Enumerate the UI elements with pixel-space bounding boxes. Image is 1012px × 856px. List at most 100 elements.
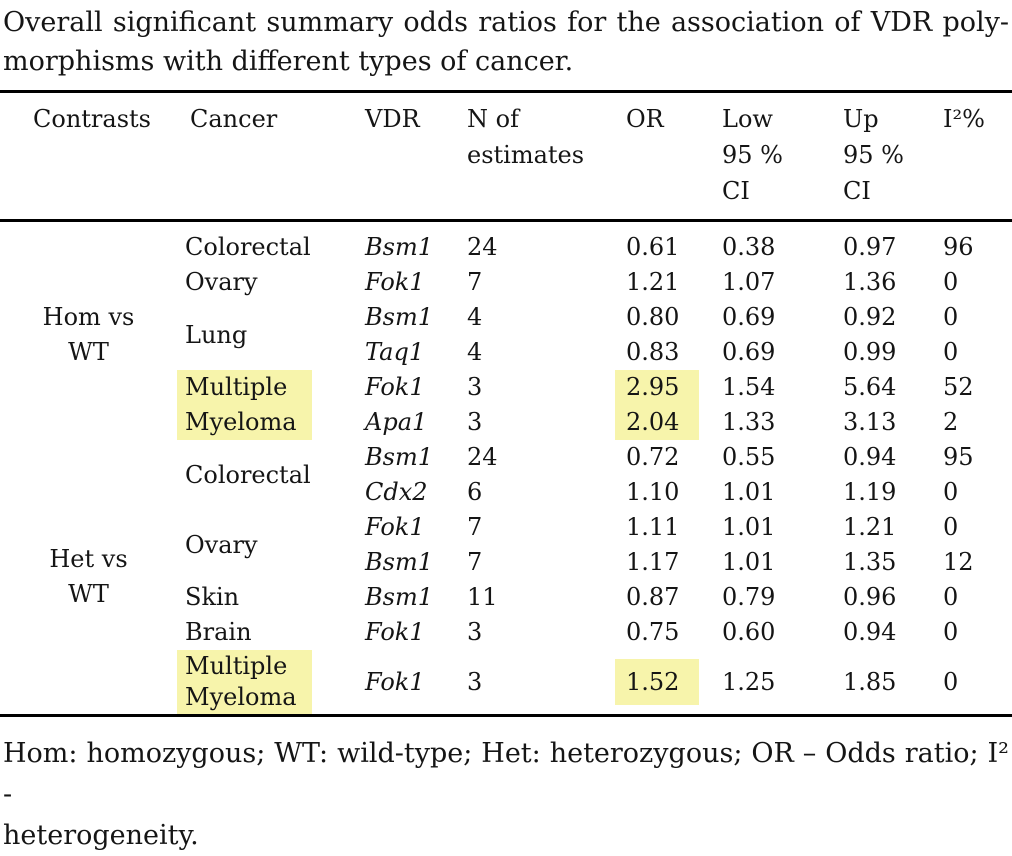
- n-estimates-cell: 3: [467, 667, 483, 696]
- up-ci-cell: 0.97: [843, 233, 897, 261]
- up-ci-cell: 1.21: [843, 513, 897, 541]
- up-ci-cell: 0.96: [843, 583, 897, 611]
- column-header-contrasts: Contrasts: [0, 93, 177, 222]
- table-row: Multiple Myeloma Fok1 3 1.52 1.25 1.85 0: [0, 650, 1012, 716]
- or-cell: 1.10: [626, 478, 680, 506]
- vdr-cell: Bsm1: [365, 583, 433, 611]
- low-ci-cell: 1.01: [722, 513, 776, 541]
- footnote: Hom: homozygous; WT: wild-type; Het: het…: [0, 733, 1012, 856]
- or-cell: 1.21: [626, 268, 680, 296]
- n-estimates-cell: 7: [467, 268, 483, 296]
- table-caption: Overall significant summary odds ratios …: [0, 0, 1012, 93]
- cancer-cell-text: Multiple Myeloma: [185, 652, 297, 711]
- low-ci-cell: 0.60: [722, 618, 776, 646]
- or-cell-highlighted: 1.52: [615, 650, 722, 716]
- vdr-cell: Bsm1: [365, 548, 433, 576]
- caption-line-2: morphisms with different types of cancer…: [3, 46, 574, 77]
- column-header-cancer: Cancer: [177, 93, 363, 222]
- up-ci-cell: 1.35: [843, 548, 897, 576]
- cancer-cell: Ovary: [185, 268, 258, 296]
- i2-cell: 96: [943, 233, 974, 261]
- cancer-cell: Skin: [185, 583, 240, 611]
- table-row: Het vs WT Colorectal Bsm1 24 0.72 0.55 0…: [0, 440, 1012, 608]
- low-ci-cell: 0.69: [722, 303, 776, 331]
- cancer-cell: Colorectal: [185, 233, 311, 261]
- up-ci-cell: 1.85: [843, 667, 897, 696]
- low-ci-cell: 0.38: [722, 233, 776, 261]
- i2-cell: 0: [943, 583, 959, 611]
- n-estimates-cell: 24: [467, 443, 498, 471]
- header-row: Contrasts Cancer VDR N of estimates OR L…: [0, 93, 1012, 222]
- or-cell: 0.83: [626, 338, 680, 366]
- up-ci-cell: 3.13: [843, 408, 897, 436]
- vdr-cell: Fok1: [365, 513, 425, 541]
- cancer-cell: Lung: [185, 320, 248, 349]
- summary-table: Contrasts Cancer VDR N of estimates OR L…: [0, 93, 1012, 717]
- low-ci-cell: 0.69: [722, 338, 776, 366]
- i2-cell: 0: [943, 478, 959, 506]
- cancer-cell-highlighted: Multiple Myeloma: [177, 370, 363, 440]
- n-estimates-cell: 7: [467, 548, 483, 576]
- table-row: Cdx2 6 1.10 1.01 1.19 0: [0, 475, 1012, 510]
- table-row: Apa1 3 2.04 1.33 3.13 2: [0, 405, 1012, 440]
- vdr-cell: Apa1: [365, 408, 428, 436]
- vdr-cell: Bsm1: [365, 303, 433, 331]
- or-cell: 1.11: [626, 513, 680, 541]
- low-ci-cell: 1.01: [722, 548, 776, 576]
- table-row: Ovary Fok1 7 1.21 1.07 1.36 0: [0, 265, 1012, 300]
- low-ci-cell: 1.01: [722, 478, 776, 506]
- i2-cell: 95: [943, 443, 974, 471]
- i2-cell: 0: [943, 513, 959, 541]
- table-row: Taq1 4 0.83 0.69 0.99 0: [0, 335, 1012, 370]
- vdr-cell: Fok1: [365, 618, 425, 646]
- table-row: Brain Fok1 3 0.75 0.60 0.94 0: [0, 615, 1012, 650]
- table-row: Skin Bsm1 11 0.87 0.79 0.96 0: [0, 580, 1012, 615]
- or-cell: 0.87: [626, 583, 680, 611]
- or-cell: 1.17: [626, 548, 680, 576]
- or-cell: 0.72: [626, 443, 680, 471]
- or-cell-highlighted: 2.04: [615, 405, 722, 440]
- or-cell-highlighted: 2.95: [615, 370, 722, 405]
- footnote-line-2: heterogeneity.: [3, 820, 199, 851]
- vdr-cell: Taq1: [365, 338, 425, 366]
- up-ci-cell: 1.36: [843, 268, 897, 296]
- n-estimates-cell: 24: [467, 233, 498, 261]
- table-row: Bsm1 7 1.17 1.01 1.35 12: [0, 545, 1012, 580]
- n-estimates-cell: 4: [467, 303, 483, 331]
- i2-cell: 12: [943, 548, 974, 576]
- i2-cell: 52: [943, 373, 974, 401]
- up-ci-cell: 0.94: [843, 618, 897, 646]
- column-header-low-ci: Low 95 % CI: [722, 93, 843, 222]
- n-estimates-cell: 6: [467, 478, 483, 506]
- n-estimates-cell: 11: [467, 583, 498, 611]
- vdr-cell: Fok1: [365, 667, 425, 696]
- contrast-group-cell-het: Het vs WT: [49, 545, 128, 608]
- or-cell: 0.61: [626, 233, 680, 261]
- i2-cell: 0: [943, 618, 959, 646]
- up-ci-cell: 0.94: [843, 443, 897, 471]
- cancer-cell-highlighted: Multiple Myeloma: [177, 650, 363, 716]
- column-header-up-ci: Up 95 % CI: [843, 93, 943, 222]
- i2-cell: 0: [943, 303, 959, 331]
- n-estimates-cell: 4: [467, 338, 483, 366]
- up-ci-cell: 0.92: [843, 303, 897, 331]
- footnote-line-1: Hom: homozygous; WT: wild-type; Het: het…: [3, 738, 1009, 810]
- up-ci-cell: 0.99: [843, 338, 897, 366]
- n-estimates-cell: 3: [467, 618, 483, 646]
- column-header-or: OR: [615, 93, 722, 222]
- contrast-group-cell-hom: Hom vs WT: [42, 303, 135, 366]
- table-row: Lung Bsm1 4 0.80 0.69 0.92 0: [0, 300, 1012, 349]
- cancer-cell: Brain: [185, 618, 252, 646]
- caption-line-1: Overall significant summary odds ratios …: [3, 7, 1009, 38]
- low-ci-cell: 0.55: [722, 443, 776, 471]
- column-header-i2: I²%: [943, 93, 1012, 222]
- cancer-cell: Colorectal: [185, 460, 311, 489]
- low-ci-cell: 1.54: [722, 373, 776, 401]
- cancer-cell: Ovary: [185, 530, 258, 559]
- vdr-cell: Bsm1: [365, 233, 433, 261]
- table-row: Multiple Myeloma Fok1 3 2.95 1.54 5.64 5…: [0, 370, 1012, 440]
- vdr-cell: Fok1: [365, 373, 425, 401]
- up-ci-cell: 1.19: [843, 478, 897, 506]
- column-header-vdr: VDR: [363, 93, 467, 222]
